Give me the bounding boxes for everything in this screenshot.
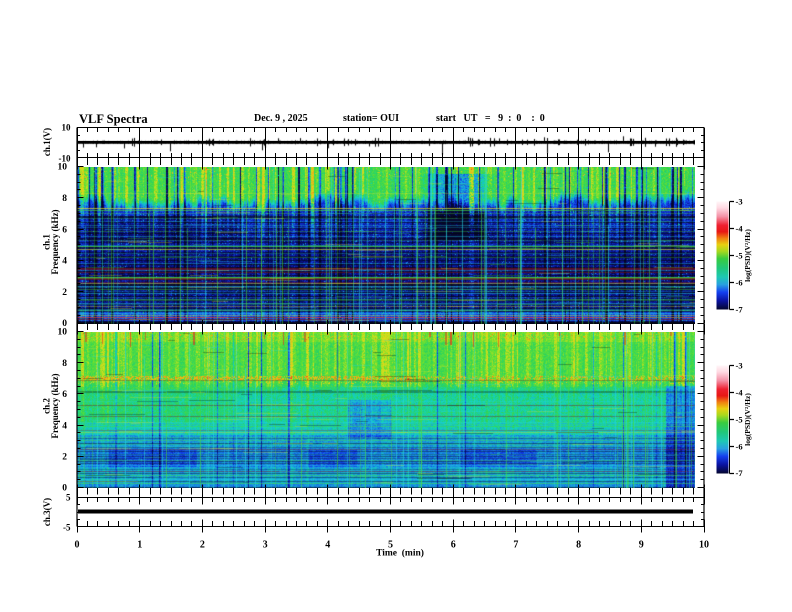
svg-text:0: 0 xyxy=(75,540,80,551)
svg-text:-4: -4 xyxy=(736,387,744,397)
svg-text:10: 10 xyxy=(58,163,68,173)
svg-text:-5: -5 xyxy=(736,414,743,424)
svg-text:4: 4 xyxy=(325,540,330,551)
svg-text:1: 1 xyxy=(137,540,142,551)
svg-text:-6: -6 xyxy=(736,277,743,287)
svg-text:start UT = 9 : 0 :: start UT = 9 : 0 : 0 xyxy=(436,113,545,124)
svg-text:6: 6 xyxy=(62,225,67,235)
svg-text:10: 10 xyxy=(699,540,709,551)
svg-text:-3: -3 xyxy=(736,197,743,207)
svg-text:0: 0 xyxy=(62,319,67,329)
svg-text:ch.2: ch.2 xyxy=(42,398,52,414)
svg-text:ch.1: ch.1 xyxy=(42,234,52,250)
svg-text:8: 8 xyxy=(62,359,67,369)
svg-text:9: 9 xyxy=(639,540,644,551)
svg-text:-5: -5 xyxy=(63,523,71,533)
svg-text:2: 2 xyxy=(62,288,67,298)
svg-text:-7: -7 xyxy=(736,304,744,314)
svg-text:-7: -7 xyxy=(736,468,744,478)
svg-text:10: 10 xyxy=(62,123,72,133)
svg-text:-5: -5 xyxy=(736,250,743,260)
svg-text:Frequency (kHz): Frequency (kHz) xyxy=(50,373,60,438)
svg-text:6: 6 xyxy=(62,390,67,400)
svg-text:10: 10 xyxy=(58,328,68,338)
svg-text:ch.3(V): ch.3(V) xyxy=(42,498,52,526)
svg-text:4: 4 xyxy=(62,421,67,431)
svg-text:2: 2 xyxy=(200,540,205,551)
svg-text:ch.1(V): ch.1(V) xyxy=(42,128,52,156)
svg-text:-6: -6 xyxy=(736,441,743,451)
svg-text:7: 7 xyxy=(513,540,518,551)
svg-text:station= OUI: station= OUI xyxy=(343,113,399,124)
svg-text:8: 8 xyxy=(62,194,67,204)
svg-text:Time (min): Time (min) xyxy=(376,548,424,559)
svg-text:Frequency (kHz): Frequency (kHz) xyxy=(50,209,60,274)
svg-text:Dec. 9 , 2025: Dec. 9 , 2025 xyxy=(254,113,308,124)
svg-text:-4: -4 xyxy=(736,223,744,233)
svg-text:8: 8 xyxy=(576,540,581,551)
svg-text:6: 6 xyxy=(451,540,456,551)
svg-text:VLF Spectra: VLF Spectra xyxy=(79,112,148,126)
svg-text:5: 5 xyxy=(66,493,71,503)
svg-text:0: 0 xyxy=(62,484,67,494)
svg-text:5: 5 xyxy=(388,540,393,551)
svg-text:3: 3 xyxy=(263,540,268,551)
svg-text:2: 2 xyxy=(62,453,67,463)
svg-text:-3: -3 xyxy=(736,360,743,370)
svg-text:4: 4 xyxy=(62,257,67,267)
svg-text:log(PSD)(V²/Hz): log(PSD)(V²/Hz) xyxy=(743,393,752,446)
svg-text:log(PSD)(V²/Hz): log(PSD)(V²/Hz) xyxy=(743,229,752,282)
svg-text:-10: -10 xyxy=(59,154,71,164)
